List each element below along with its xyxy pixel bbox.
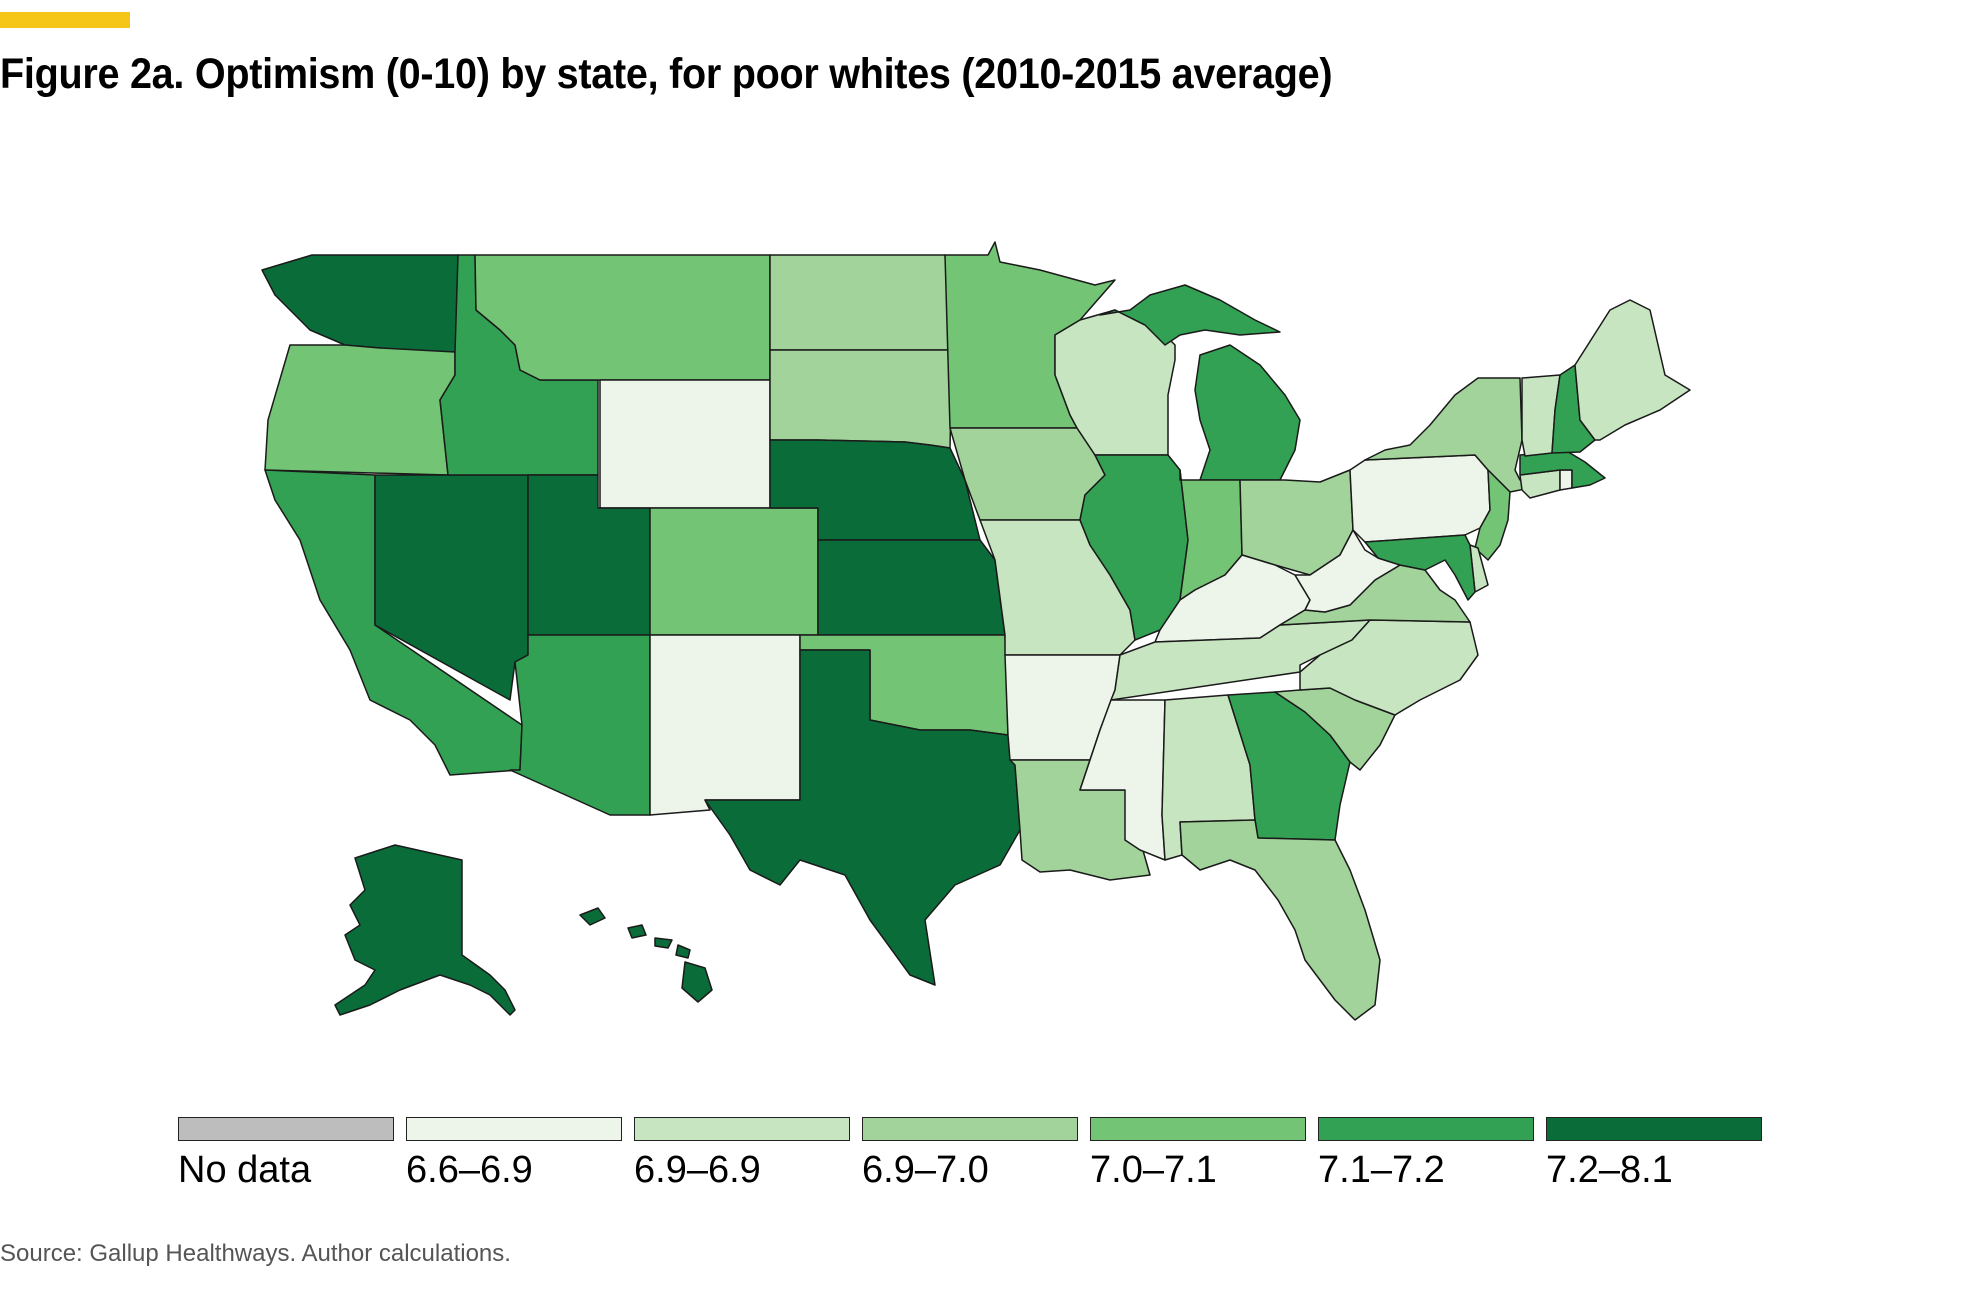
state-TX — [704, 649, 1021, 986]
state-AZ — [509, 634, 651, 816]
legend-swatch — [1090, 1117, 1306, 1141]
legend-label: 6.9–7.0 — [862, 1149, 989, 1191]
state-MT — [474, 254, 771, 381]
state-OR — [264, 344, 456, 476]
state-ND — [769, 254, 953, 351]
state-SD — [769, 349, 953, 449]
legend-item-no-data: No data — [178, 1117, 396, 1192]
state-MD — [1364, 534, 1476, 601]
legend-swatch — [634, 1117, 850, 1141]
state-KS — [817, 539, 1006, 636]
legend-item-7-1-7-2: 7.1–7.2 — [1318, 1117, 1536, 1192]
legend-label: No data — [178, 1149, 312, 1191]
state-IA — [949, 427, 1106, 521]
legend-label: 6.9–6.9 — [634, 1149, 761, 1191]
state-ME — [1574, 299, 1691, 441]
state-WY — [599, 379, 771, 509]
state-MS — [1079, 699, 1166, 861]
state-NM — [649, 634, 801, 816]
accent-bar — [0, 12, 130, 28]
legend-item-7-0-7-1: 7.0–7.1 — [1090, 1117, 1308, 1192]
legend-swatch — [1318, 1117, 1534, 1141]
state-RI — [1559, 469, 1573, 491]
legend-label: 7.2–8.1 — [1546, 1149, 1673, 1191]
legend-swatch — [862, 1117, 1078, 1141]
state-HI — [579, 907, 713, 1003]
state-NJ — [1474, 469, 1511, 561]
legend-item-6-9-6-9: 6.9–6.9 — [634, 1117, 852, 1192]
state-WA — [261, 254, 459, 353]
state-PA — [1349, 454, 1491, 543]
legend-label: 6.6–6.9 — [406, 1149, 533, 1191]
state-AK — [334, 844, 516, 1016]
source-note: Source: Gallup Healthways. Author calcul… — [0, 1240, 511, 1267]
state-NC — [1299, 619, 1479, 716]
legend-item-6-6-6-9: 6.6–6.9 — [406, 1117, 624, 1192]
state-MA — [1519, 449, 1606, 489]
state-MI — [1099, 284, 1301, 481]
legend-swatch — [406, 1117, 622, 1141]
state-CA — [264, 469, 523, 776]
legend-item-7-2-8-1: 7.2–8.1 — [1546, 1117, 1764, 1192]
legend-swatch — [1546, 1117, 1762, 1141]
state-FL — [1179, 819, 1381, 1021]
legend-swatch — [178, 1117, 394, 1141]
state-CO — [649, 507, 819, 636]
legend-label: 7.1–7.2 — [1318, 1149, 1445, 1191]
legend-item-6-9-7-0: 6.9–7.0 — [862, 1117, 1080, 1192]
figure-title: Figure 2a. Optimism (0-10) by state, for… — [0, 50, 1333, 98]
legend-label: 7.0–7.1 — [1090, 1149, 1217, 1191]
